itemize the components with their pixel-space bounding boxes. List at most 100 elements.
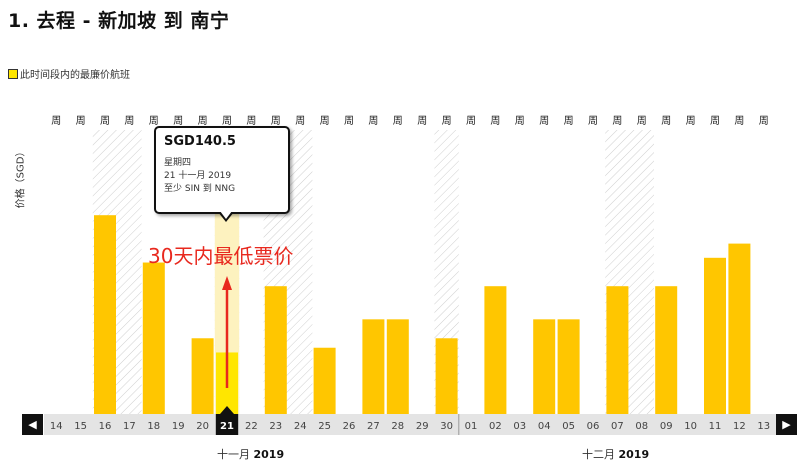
date-tick-17[interactable]: 17 (123, 421, 136, 432)
selected-date-box (215, 414, 239, 435)
month-year: 2019 (253, 448, 285, 461)
month-name: 十二月 (582, 448, 615, 461)
month-name: 十一月 (217, 448, 250, 461)
date-tick-25[interactable]: 25 (318, 421, 331, 432)
month-label-dec: 十二月 2019 (582, 446, 649, 462)
tooltip-pointer-inner (220, 211, 232, 219)
date-tick-28[interactable]: 28 (391, 421, 404, 432)
date-tick-08[interactable]: 08 (635, 421, 648, 432)
price-tooltip: SGD140.5 星期四 21 十一月 2019 至少 SIN 到 NNG (154, 126, 290, 214)
week-label: 周 (368, 115, 378, 127)
date-tick-11[interactable]: 11 (709, 421, 722, 432)
date-tick-23[interactable]: 23 (269, 421, 282, 432)
tooltip-date: 21 十一月 2019 (164, 171, 232, 181)
price-bar-04[interactable] (533, 319, 556, 414)
weekend-hatch (117, 130, 142, 414)
week-label: 周 (271, 115, 281, 127)
week-label: 周 (76, 115, 86, 127)
selected-date-marker (220, 406, 234, 414)
tooltip-route: 至少 SIN 到 NNG (164, 184, 236, 194)
price-bar-09[interactable] (655, 286, 678, 414)
price-bar-07[interactable] (606, 286, 629, 414)
week-label: 周 (417, 115, 427, 127)
weekend-hatch (288, 130, 313, 414)
price-bar-02[interactable] (484, 286, 507, 414)
week-label: 周 (149, 115, 159, 127)
week-label: 周 (246, 115, 256, 127)
date-tick-10[interactable]: 10 (684, 421, 697, 432)
date-tick-20[interactable]: 20 (196, 421, 209, 432)
date-tick-07[interactable]: 07 (611, 421, 624, 432)
week-label: 周 (198, 115, 208, 127)
week-label: 周 (637, 115, 647, 127)
date-tick-06[interactable]: 06 (587, 421, 600, 432)
legend-swatch (8, 68, 18, 79)
date-tick-02[interactable]: 02 (489, 421, 502, 432)
price-bar-27[interactable] (362, 319, 385, 414)
price-bar-25[interactable] (313, 347, 336, 414)
tooltip-weekday: 星期四 (164, 158, 192, 168)
week-label: 周 (344, 115, 354, 127)
prev-dates-button[interactable]: ◀ (22, 414, 43, 435)
date-tick-22[interactable]: 22 (245, 421, 258, 432)
week-label: 周 (661, 115, 671, 127)
week-label: 周 (539, 115, 549, 127)
date-tick-21[interactable]: 21 (220, 421, 234, 432)
date-tick-04[interactable]: 04 (538, 421, 551, 432)
date-tick-14[interactable]: 14 (50, 421, 63, 432)
price-bar-12[interactable] (728, 243, 751, 414)
date-tick-03[interactable]: 03 (513, 421, 526, 432)
week-label: 周 (393, 115, 403, 127)
date-tick-26[interactable]: 26 (343, 421, 356, 432)
tooltip-price: SGD140.5 (164, 134, 236, 149)
next-dates-button[interactable]: ▶ (776, 414, 797, 435)
week-label: 周 (51, 115, 61, 127)
page-title: 1. 去程 - 新加坡 到 南宁 (8, 10, 230, 32)
date-tick-30[interactable]: 30 (440, 421, 453, 432)
week-label: 周 (222, 115, 232, 127)
week-label: 周 (734, 115, 744, 127)
weekend-hatch (629, 130, 654, 414)
week-label: 周 (564, 115, 574, 127)
week-label: 周 (100, 115, 110, 127)
date-tick-18[interactable]: 18 (147, 421, 160, 432)
chevron-right-icon: ▶ (782, 418, 791, 431)
week-label: 周 (320, 115, 330, 127)
week-label: 周 (442, 115, 452, 127)
month-label-nov: 十一月 2019 (217, 446, 284, 462)
date-tick-27[interactable]: 27 (367, 421, 380, 432)
legend-label: 此时间段内的最廉价航班 (20, 70, 130, 81)
week-label: 周 (686, 115, 696, 127)
date-tick-01[interactable]: 01 (465, 421, 478, 432)
annotation-arrowhead (222, 276, 232, 290)
date-tick-13[interactable]: 13 (757, 421, 770, 432)
month-year: 2019 (618, 448, 650, 461)
price-bar-28[interactable] (386, 319, 409, 414)
chevron-left-icon: ◀ (28, 418, 37, 431)
lowest-fare-annotation: 30天内最低票价 (148, 244, 294, 268)
price-bar-23[interactable] (264, 286, 287, 414)
date-tick-12[interactable]: 12 (733, 421, 746, 432)
price-bar-18[interactable] (142, 262, 165, 414)
date-tick-16[interactable]: 16 (99, 421, 112, 432)
price-bar-20[interactable] (191, 338, 214, 414)
price-bar-05[interactable] (557, 319, 580, 414)
legend: 此时间段内的最廉价航班 (8, 66, 130, 81)
price-bar-30[interactable] (435, 338, 458, 414)
date-tick-05[interactable]: 05 (562, 421, 575, 432)
week-label: 周 (710, 115, 720, 127)
week-label: 周 (759, 115, 769, 127)
date-tick-09[interactable]: 09 (660, 421, 673, 432)
date-tick-15[interactable]: 15 (74, 421, 87, 432)
price-bar-16[interactable] (94, 215, 116, 414)
week-label: 周 (515, 115, 525, 127)
date-tick-29[interactable]: 29 (416, 421, 429, 432)
week-label: 周 (612, 115, 622, 127)
week-label: 周 (295, 115, 305, 127)
week-label: 周 (466, 115, 476, 127)
date-tick-24[interactable]: 24 (294, 421, 307, 432)
date-tick-19[interactable]: 19 (172, 421, 185, 432)
week-label: 周 (124, 115, 134, 127)
price-bar-11[interactable] (704, 257, 726, 414)
